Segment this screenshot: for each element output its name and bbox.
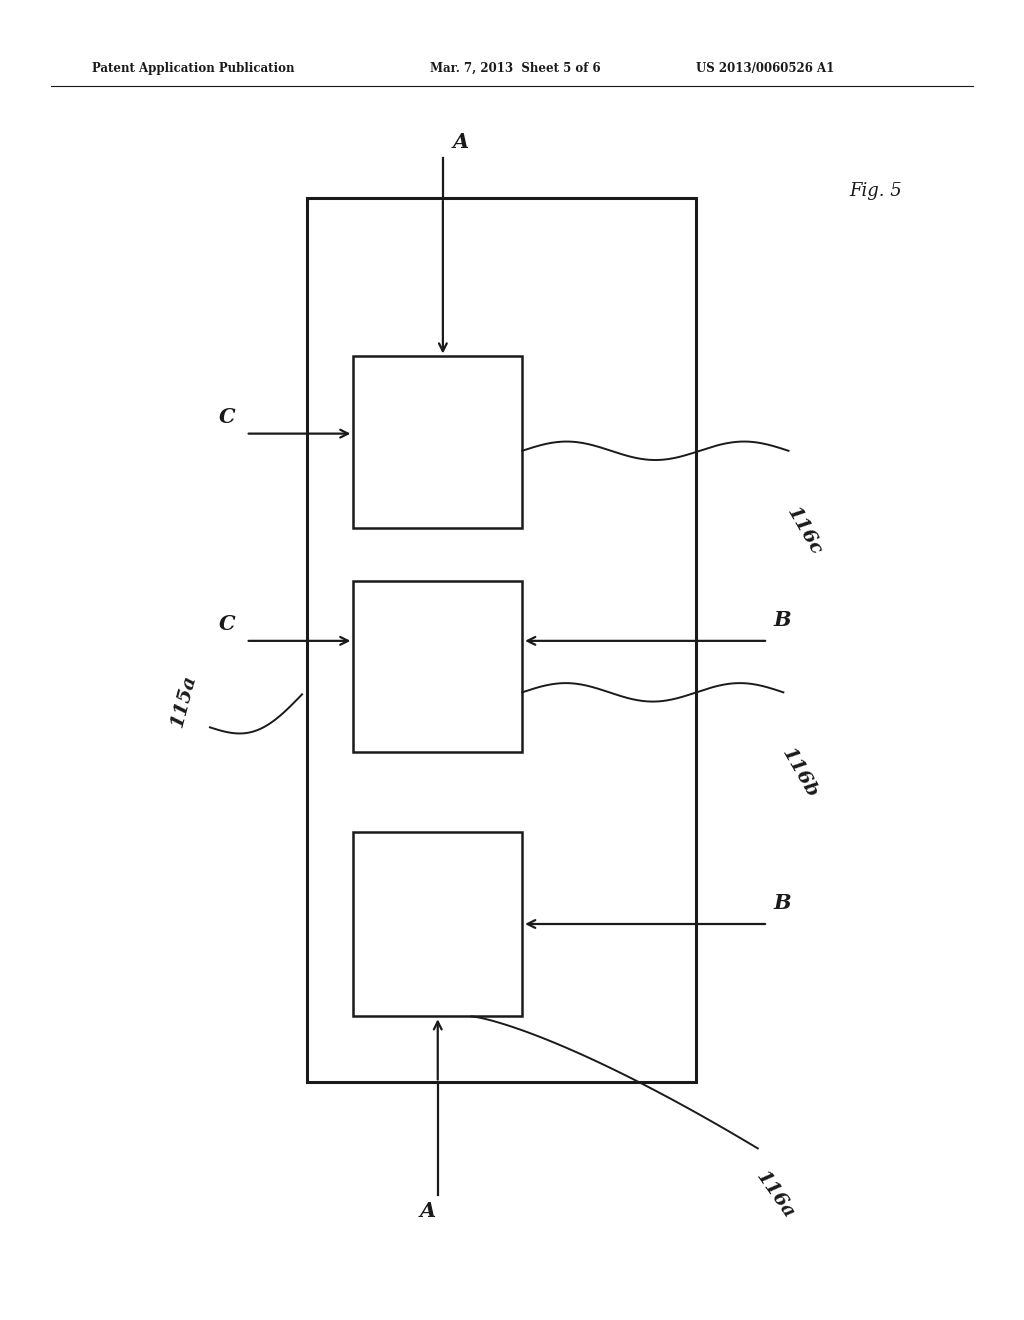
Text: Mar. 7, 2013  Sheet 5 of 6: Mar. 7, 2013 Sheet 5 of 6	[430, 62, 601, 75]
Bar	[307, 198, 696, 1082]
Text: US 2013/0060526 A1: US 2013/0060526 A1	[696, 62, 835, 75]
Text: 116c: 116c	[783, 504, 825, 558]
Bar	[353, 581, 522, 752]
Text: 116a: 116a	[753, 1168, 798, 1222]
Text: B: B	[773, 610, 791, 631]
Text: 115a: 115a	[169, 673, 200, 729]
Text: A: A	[453, 132, 469, 152]
Bar	[353, 356, 522, 528]
Text: C: C	[219, 614, 236, 635]
Text: 116b: 116b	[778, 744, 821, 801]
Bar	[353, 832, 522, 1016]
Text: Fig. 5: Fig. 5	[849, 182, 902, 201]
Text: B: B	[773, 894, 791, 913]
Text: Patent Application Publication: Patent Application Publication	[92, 62, 295, 75]
Text: A: A	[420, 1201, 435, 1221]
Text: C: C	[219, 407, 236, 428]
